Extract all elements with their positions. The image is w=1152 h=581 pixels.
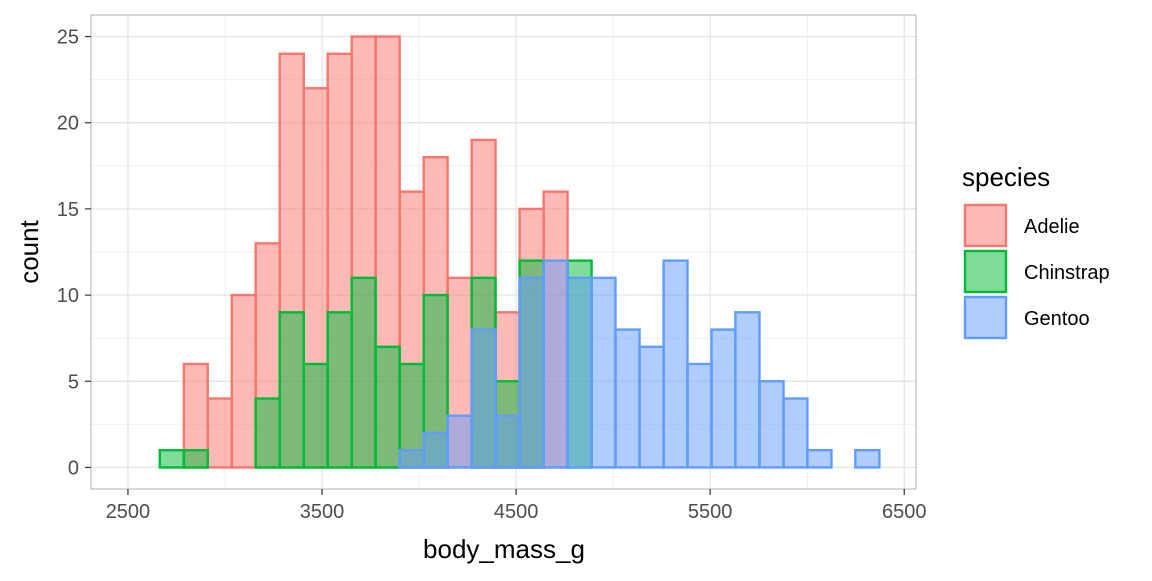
bar-gentoo <box>782 397 809 469</box>
legend-key-gentoo <box>963 295 1008 340</box>
legend-key-adelie <box>963 203 1008 248</box>
x-axis: 2500 3500 4500 5500 6500 <box>106 489 927 523</box>
bar-adelie <box>206 397 233 469</box>
bar-chinstrap <box>302 362 329 469</box>
bar-chinstrap <box>350 276 377 469</box>
y-axis: 0 5 10 15 20 25 <box>57 27 91 479</box>
x-tick-label: 6500 <box>882 501 927 523</box>
bar-gentoo <box>422 431 449 469</box>
x-tick-label: 5500 <box>688 501 733 523</box>
panel-border <box>90 14 917 490</box>
bar-gentoo <box>494 414 521 469</box>
y-tick-label: 0 <box>68 457 79 479</box>
legend-key-chinstrap <box>963 249 1008 294</box>
bar-gentoo <box>542 259 569 469</box>
bar-gentoo <box>446 414 473 469</box>
x-tick-label: 3500 <box>300 501 345 523</box>
bar-gentoo <box>686 362 713 469</box>
y-tick-label: 5 <box>68 371 79 393</box>
x-tick-label: 2500 <box>106 501 151 523</box>
y-tick-label: 25 <box>57 27 79 49</box>
y-tick-label: 10 <box>57 285 79 307</box>
bar-gentoo <box>566 276 593 469</box>
legend: species Adelie Chinstrap Gentoo <box>962 162 1110 340</box>
bar-gentoo <box>758 380 785 469</box>
bar-chinstrap <box>158 449 186 469</box>
legend-label-adelie: Adelie <box>1024 216 1080 238</box>
bar-adelie <box>230 293 257 469</box>
bar-chinstrap <box>374 345 401 469</box>
legend-title: species <box>962 162 1050 192</box>
bar-gentoo <box>614 328 641 469</box>
bar-chinstrap <box>182 449 209 469</box>
y-axis-title: count <box>14 219 44 283</box>
y-tick-label: 20 <box>57 113 79 135</box>
bar-chinstrap <box>278 311 305 469</box>
bar-chinstrap <box>254 397 281 469</box>
bar-gentoo <box>854 449 881 469</box>
y-tick-label: 15 <box>57 199 79 221</box>
bar-gentoo <box>638 345 665 469</box>
bars-layer <box>158 35 881 469</box>
bar-gentoo <box>398 449 425 469</box>
bar-gentoo <box>590 276 617 469</box>
bar-gentoo <box>734 311 761 469</box>
legend-label-chinstrap: Chinstrap <box>1024 262 1110 284</box>
bar-chinstrap <box>326 311 353 469</box>
bar-gentoo <box>806 449 833 469</box>
x-axis-title: body_mass_g <box>423 534 585 564</box>
bar-gentoo <box>518 276 545 469</box>
series-gentoo <box>398 259 881 469</box>
panel-frame <box>90 14 917 490</box>
bar-gentoo <box>470 328 497 469</box>
legend-label-gentoo: Gentoo <box>1024 308 1090 330</box>
bar-gentoo <box>710 328 737 469</box>
x-tick-label: 4500 <box>494 501 539 523</box>
bar-gentoo <box>662 259 689 469</box>
